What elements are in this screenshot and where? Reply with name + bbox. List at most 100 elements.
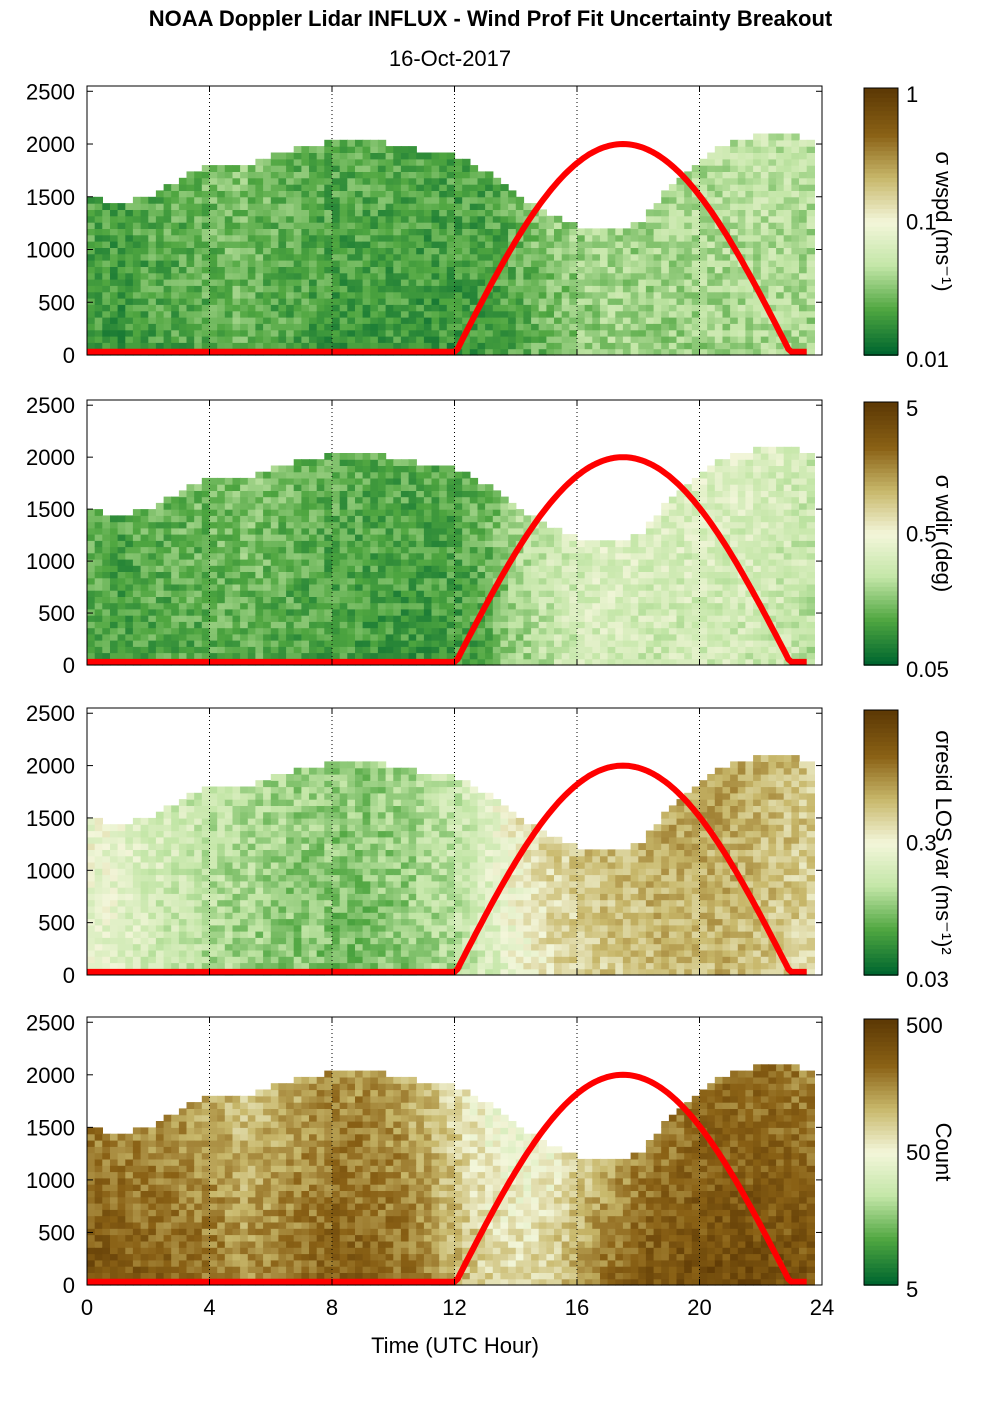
heatmap-cell: [316, 279, 325, 286]
heatmap-cell: [500, 234, 509, 242]
heatmap-cell: [224, 310, 234, 318]
heatmap-cell: [469, 184, 479, 191]
heatmap-cell: [393, 559, 402, 566]
heatmap-cell: [791, 291, 800, 299]
heatmap-cell: [615, 602, 624, 610]
heatmap-cell: [224, 602, 234, 610]
heatmap-cell: [301, 459, 310, 466]
heatmap-cell: [408, 627, 417, 635]
heatmap-cell: [515, 285, 525, 293]
heatmap-cell: [638, 621, 647, 629]
heatmap-cell: [737, 272, 747, 280]
heatmap-cell: [263, 615, 272, 622]
heatmap-cell: [163, 602, 172, 610]
heatmap-cell: [760, 317, 770, 324]
heatmap-cell: [416, 196, 425, 204]
heatmap-cell: [538, 633, 547, 641]
heatmap-cell: [730, 152, 739, 160]
heatmap-cell: [531, 577, 540, 585]
heatmap-cell: [737, 241, 747, 248]
heatmap-cell: [408, 471, 417, 479]
heatmap-cell: [155, 615, 165, 622]
heatmap-cell: [554, 285, 563, 293]
heatmap-cell: [622, 317, 632, 324]
heatmap-cell: [431, 317, 440, 324]
heatmap-cell: [523, 646, 532, 654]
heatmap-cell: [699, 247, 708, 255]
heatmap-cell: [370, 459, 379, 466]
heatmap-cell: [393, 285, 402, 293]
heatmap-cell: [622, 260, 632, 267]
heatmap-cell: [178, 272, 188, 280]
heatmap-cell: [523, 596, 532, 604]
heatmap-cell: [87, 209, 96, 217]
heatmap-cell: [462, 540, 471, 548]
heatmap-cell: [293, 329, 302, 337]
heatmap-cell: [699, 165, 708, 172]
heatmap-cell: [554, 266, 563, 274]
heatmap-cell: [301, 484, 310, 491]
heatmap-cell: [201, 502, 211, 510]
heatmap-cell: [508, 190, 517, 198]
heatmap-cell: [462, 304, 471, 312]
heatmap-cell: [722, 209, 731, 217]
heatmap-cell: [600, 323, 609, 331]
heatmap-cell: [247, 652, 257, 660]
heatmap-cell: [454, 615, 463, 622]
heatmap-cell: [209, 552, 218, 560]
heatmap-cell: [286, 241, 295, 248]
y-tick-label: 2500: [26, 79, 75, 104]
heatmap-cell: [462, 253, 471, 261]
heatmap-cell: [355, 310, 364, 318]
heatmap-cell: [500, 509, 509, 516]
heatmap-cell: [309, 552, 318, 560]
heatmap-cell: [500, 329, 509, 337]
heatmap-cell: [653, 540, 662, 548]
heatmap-cell: [462, 615, 471, 622]
heatmap-cell: [722, 241, 731, 248]
heatmap-cell: [301, 260, 310, 267]
heatmap-cell: [94, 203, 103, 210]
heatmap-cell: [439, 477, 448, 485]
heatmap-cell: [148, 627, 157, 635]
heatmap-cell: [400, 590, 410, 597]
heatmap-cell: [760, 279, 770, 286]
heatmap-cell: [607, 577, 616, 585]
heatmap-cell: [186, 266, 195, 274]
heatmap-cell: [286, 323, 295, 331]
heatmap-cell: [561, 285, 570, 293]
heatmap-cell: [148, 552, 157, 560]
heatmap-cell: [194, 241, 203, 248]
heatmap-cell: [431, 502, 440, 510]
heatmap-cell: [492, 329, 502, 337]
heatmap-cell: [332, 453, 341, 460]
heatmap-cell: [492, 228, 502, 236]
heatmap-cell: [148, 222, 157, 229]
heatmap-cell: [531, 583, 540, 591]
heatmap-cell: [745, 165, 754, 172]
heatmap-cell: [316, 477, 325, 485]
heatmap-cell: [362, 540, 371, 548]
heatmap-cell: [247, 298, 257, 305]
heatmap-cell: [569, 317, 578, 324]
heatmap-cell: [263, 646, 272, 654]
heatmap-cell: [469, 247, 479, 255]
heatmap-cell: [645, 559, 655, 566]
heatmap-cell: [393, 615, 402, 622]
heatmap-cell: [355, 484, 364, 491]
heatmap-cell: [286, 298, 295, 305]
heatmap-cell: [171, 509, 180, 516]
heatmap-cell: [569, 348, 578, 356]
heatmap-cell: [316, 298, 325, 305]
heatmap-cell: [439, 171, 448, 179]
heatmap-cell: [469, 260, 479, 267]
heatmap-cell: [592, 596, 601, 604]
heatmap-cell: [523, 590, 532, 597]
heatmap-cell: [186, 502, 195, 510]
heatmap-cell: [423, 615, 433, 622]
heatmap-cell: [730, 234, 739, 242]
heatmap-cell: [255, 165, 264, 172]
heatmap-cell: [592, 253, 601, 261]
heatmap-cell: [500, 615, 509, 622]
heatmap-cell: [776, 171, 785, 179]
